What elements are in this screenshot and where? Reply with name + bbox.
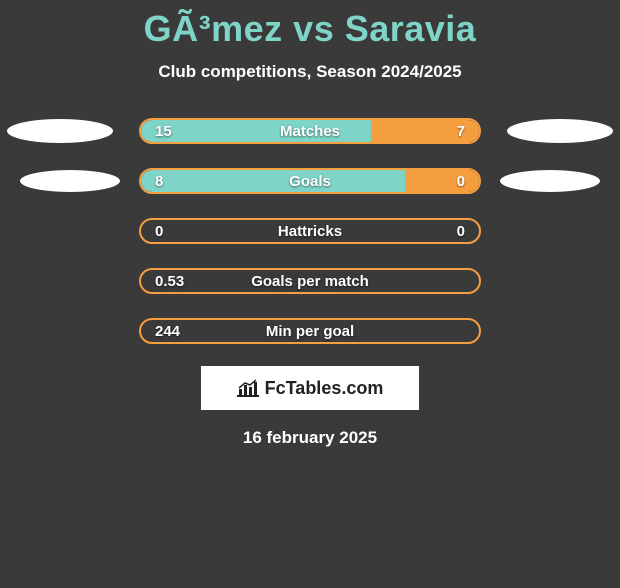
comparison-chart: 157Matches 80Goals 00Hattricks 0.53Goals pe… [0, 118, 620, 344]
stat-bar: 157Matches [139, 118, 481, 144]
stat-row: 00Hattricks [0, 218, 620, 244]
chart-icon [237, 379, 259, 397]
stat-label: Matches [141, 123, 479, 140]
stat-label: Goals [141, 173, 479, 190]
date-label: 16 february 2025 [0, 428, 620, 448]
stat-row: 244Min per goal [0, 318, 620, 344]
stat-bar: 80Goals [139, 168, 481, 194]
subtitle: Club competitions, Season 2024/2025 [0, 62, 620, 82]
player-right-marker [507, 119, 613, 143]
site-logo: FcTables.com [201, 366, 419, 410]
stat-row: 0.53Goals per match [0, 268, 620, 294]
player-right-marker [500, 170, 600, 192]
player-left-marker [7, 119, 113, 143]
stat-bar: 0.53Goals per match [139, 268, 481, 294]
stat-row: 157Matches [0, 118, 620, 144]
stat-bar: 244Min per goal [139, 318, 481, 344]
stat-label: Min per goal [141, 323, 479, 340]
stat-label: Goals per match [141, 273, 479, 290]
site-logo-text: FcTables.com [265, 378, 384, 399]
stat-label: Hattricks [141, 223, 479, 240]
player-left-marker [20, 170, 120, 192]
stat-bar: 00Hattricks [139, 218, 481, 244]
page-title: GÃ³mez vs Saravia [0, 8, 620, 50]
stat-row: 80Goals [0, 168, 620, 194]
